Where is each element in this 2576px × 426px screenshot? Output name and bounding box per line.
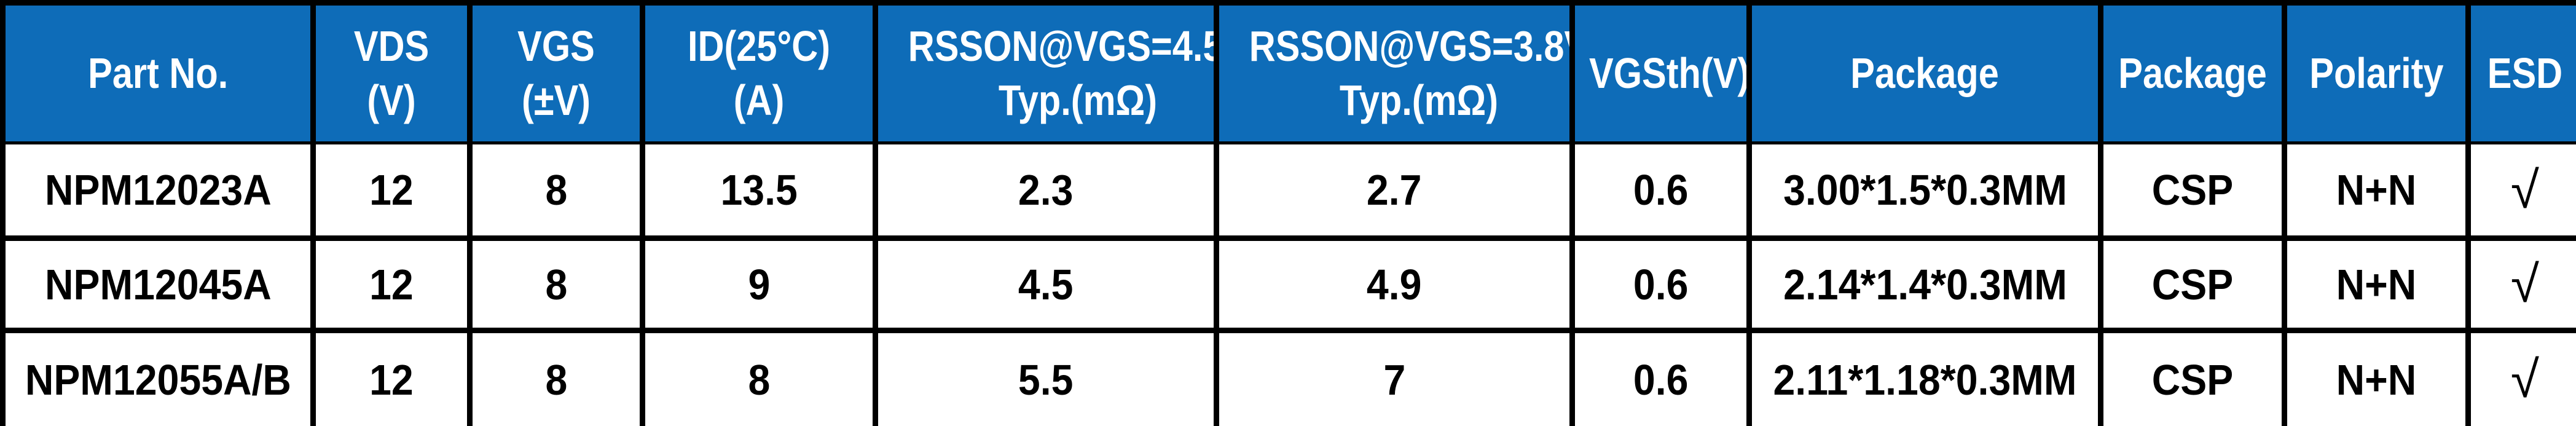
vgsth-text: 0.6 [1633,355,1689,404]
cell-polarity: N+N [2282,328,2471,426]
column-header-part-no: Part No. [0,0,316,144]
column-header-rsson-4v5-label: RSSON@VGS=4.5V Typ.(mΩ) [908,22,1217,124]
polarity-text: N+N [2336,260,2417,309]
esd-checkmark: √ [2510,350,2539,408]
cell-part-no: NPM12045A [0,235,316,333]
package-type-text: CSP [2151,355,2234,404]
rsson-4v5-text: 2.3 [1018,166,1074,214]
part-no-text: NPM12023A [44,166,272,214]
column-header-package-type: Package [2098,0,2287,144]
column-header-polarity-label: Polarity [2309,49,2444,97]
cell-id-25c: 9 [640,235,878,333]
vgs-text: 8 [545,166,567,214]
vds-text: 12 [369,260,414,309]
cell-polarity: N+N [2282,235,2471,333]
cell-package-type: CSP [2098,141,2287,241]
cell-vgs: 8 [467,328,645,426]
cell-rsson-4v5: 4.5 [873,235,1219,333]
column-header-package-size: Package [1746,0,2103,144]
column-header-rsson-3v8-label: RSSON@VGS=3.8V Typ.(mΩ) [1249,22,1573,124]
column-header-esd-label: ESD [2487,49,2562,97]
cell-package-size: 2.14*1.4*0.3MM [1746,235,2103,333]
vds-text: 12 [369,166,414,214]
cell-package-size: 3.00*1.5*0.3MM [1746,141,2103,241]
id-25c-text: 9 [748,260,770,309]
package-size-text: 3.00*1.5*0.3MM [1783,166,2067,214]
cell-vds: 12 [310,328,473,426]
rsson-3v8-text: 2.7 [1367,166,1422,214]
column-header-package-size-label: Package [1850,49,2000,97]
cell-vgsth: 0.6 [1569,141,1752,241]
column-header-vgs-label: VGS (±V) [517,22,595,124]
rsson-3v8-text: 7 [1383,355,1405,404]
package-size-text: 2.11*1.18*0.3MM [1773,355,2077,404]
column-header-polarity: Polarity [2282,0,2471,144]
cell-rsson-4v5: 2.3 [873,141,1219,241]
polarity-text: N+N [2336,166,2417,214]
vgsth-text: 0.6 [1633,166,1689,214]
esd-checkmark: √ [2510,160,2539,219]
vgs-text: 8 [545,355,567,404]
column-header-esd: ESD [2465,0,2576,144]
table-row: NPM12045A 12 8 9 4.5 4.9 0.6 2.14*1.4*0.… [0,235,2576,333]
column-header-rsson-4v5: RSSON@VGS=4.5V Typ.(mΩ) [873,0,1219,144]
cell-part-no: NPM12023A [0,141,316,241]
cell-rsson-3v8: 7 [1214,328,1575,426]
vgs-text: 8 [545,260,567,309]
cell-vgsth: 0.6 [1569,328,1752,426]
rsson-3v8-text: 4.9 [1367,260,1422,309]
cell-polarity: N+N [2282,141,2471,241]
column-header-vgs: VGS (±V) [467,0,645,144]
polarity-text: N+N [2336,355,2417,404]
vds-text: 12 [369,355,414,404]
id-25c-text: 13.5 [720,166,798,214]
cell-package-type: CSP [2098,328,2287,426]
column-header-vds: VDS (V) [310,0,473,144]
cell-package-size: 2.11*1.18*0.3MM [1746,328,2103,426]
column-header-id-25c-label: ID(25°C) (A) [687,22,831,124]
package-type-text: CSP [2151,260,2234,309]
cell-rsson-4v5: 5.5 [873,328,1219,426]
id-25c-text: 8 [748,355,770,404]
column-header-vds-label: VDS (V) [353,22,430,124]
cell-rsson-3v8: 2.7 [1214,141,1575,241]
cell-id-25c: 8 [640,328,878,426]
cell-id-25c: 13.5 [640,141,878,241]
cell-part-no: NPM12055A/B [0,328,316,426]
column-header-part-no-label: Part No. [87,49,229,97]
column-header-id-25c: ID(25°C) (A) [640,0,878,144]
cell-package-type: CSP [2098,235,2287,333]
cell-vgs: 8 [467,141,645,241]
rsson-4v5-text: 4.5 [1018,260,1074,309]
column-header-rsson-3v8: RSSON@VGS=3.8V Typ.(mΩ) [1214,0,1575,144]
cell-esd: √ [2465,235,2576,333]
rsson-4v5-text: 5.5 [1018,355,1074,404]
part-no-text: NPM12055A/B [25,355,291,404]
cell-esd: √ [2465,328,2576,426]
column-header-vgsth-label: VGSth(V) [1589,49,1749,97]
vgsth-text: 0.6 [1633,260,1689,309]
cell-vds: 12 [310,235,473,333]
package-type-text: CSP [2151,166,2234,214]
cell-vgs: 8 [467,235,645,333]
table-row: NPM12055A/B 12 8 8 5.5 7 0.6 2.11*1.18*0… [0,328,2576,426]
column-header-vgsth: VGSth(V) [1569,0,1752,144]
table-row: NPM12023A 12 8 13.5 2.3 2.7 0.6 3.00*1.5… [0,141,2576,241]
column-header-package-type-label: Package [2118,49,2267,97]
package-size-text: 2.14*1.4*0.3MM [1783,260,2067,309]
cell-rsson-3v8: 4.9 [1214,235,1575,333]
cell-esd: √ [2465,141,2576,241]
cell-vds: 12 [310,141,473,241]
table-header-row: Part No. VDS (V) VGS (±V) ID(25°C) (A) R… [0,0,2576,144]
part-no-text: NPM12045A [44,260,272,309]
esd-checkmark: √ [2510,255,2539,313]
cell-vgsth: 0.6 [1569,235,1752,333]
